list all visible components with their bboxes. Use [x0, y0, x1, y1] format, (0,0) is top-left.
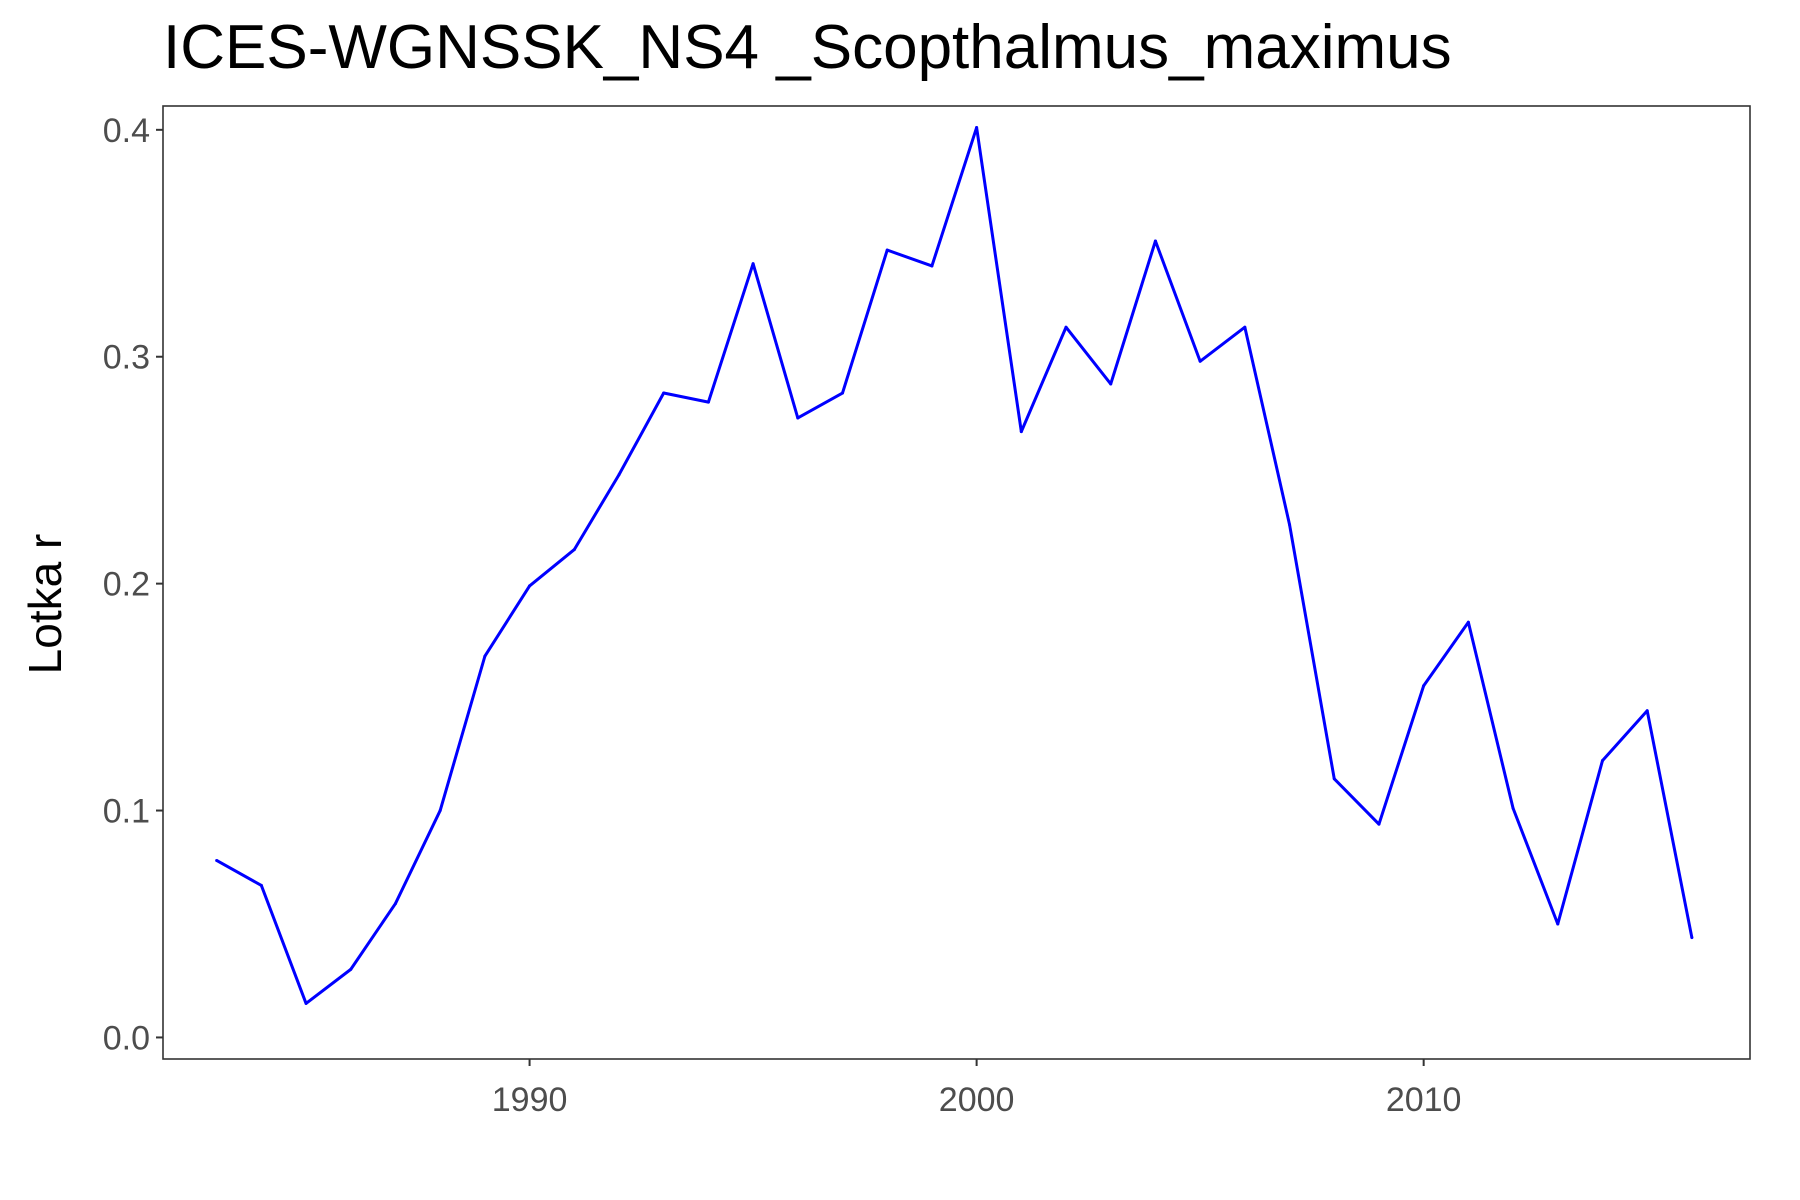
data-point: [1600, 759, 1604, 763]
data-point: [1332, 777, 1336, 781]
data-point: [1019, 430, 1023, 434]
series-layer: [215, 126, 1694, 1005]
data-point: [1466, 620, 1470, 624]
panel-border: [162, 105, 1751, 1060]
data-point: [975, 126, 979, 130]
x-tick-label: 2010: [1386, 1081, 1462, 1119]
data-point: [1288, 523, 1292, 527]
data-point: [1690, 936, 1694, 940]
y-tick-label: 0.4: [103, 112, 150, 150]
x-tick-label: 2000: [939, 1081, 1015, 1119]
data-point: [259, 883, 263, 887]
data-point: [617, 473, 621, 477]
data-point: [349, 967, 353, 971]
y-tick-label: 0.3: [103, 339, 150, 377]
y-axis-title: Lotka r: [19, 534, 71, 675]
data-point: [751, 262, 755, 266]
plot-panel: [162, 105, 1751, 1060]
y-tick-label: 0.0: [103, 1019, 150, 1057]
x-axis: 1990 2000 2010: [492, 1059, 1462, 1119]
y-tick-label: 0.2: [103, 566, 150, 604]
data-point: [930, 264, 934, 268]
data-point: [304, 1001, 308, 1005]
data-point: [528, 584, 532, 588]
data-point: [885, 248, 889, 252]
data-point: [1109, 382, 1113, 386]
data-point: [841, 391, 845, 395]
y-tick-label: 0.1: [103, 793, 150, 831]
data-point: [1422, 684, 1426, 688]
data-point: [1556, 922, 1560, 926]
series-line: [215, 126, 1694, 1005]
data-point: [438, 809, 442, 813]
data-point: [572, 548, 576, 552]
data-point: [1511, 806, 1515, 810]
data-point: [483, 654, 487, 658]
data-point: [1377, 822, 1381, 826]
chart-title: ICES-WGNSSK_NS4 _Scopthalmus_maximus: [163, 13, 1452, 82]
data-point: [1198, 359, 1202, 363]
data-point: [1064, 325, 1068, 329]
data-point: [796, 416, 800, 420]
data-point: [1243, 325, 1247, 329]
x-tick-label: 1990: [492, 1081, 568, 1119]
data-point: [393, 902, 397, 906]
data-point: [215, 858, 219, 862]
y-axis: 0.0 0.1 0.2 0.3 0.4: [103, 112, 163, 1057]
data-point: [706, 400, 710, 404]
data-point: [1645, 709, 1649, 713]
data-point: [662, 391, 666, 395]
data-point: [1153, 239, 1157, 243]
